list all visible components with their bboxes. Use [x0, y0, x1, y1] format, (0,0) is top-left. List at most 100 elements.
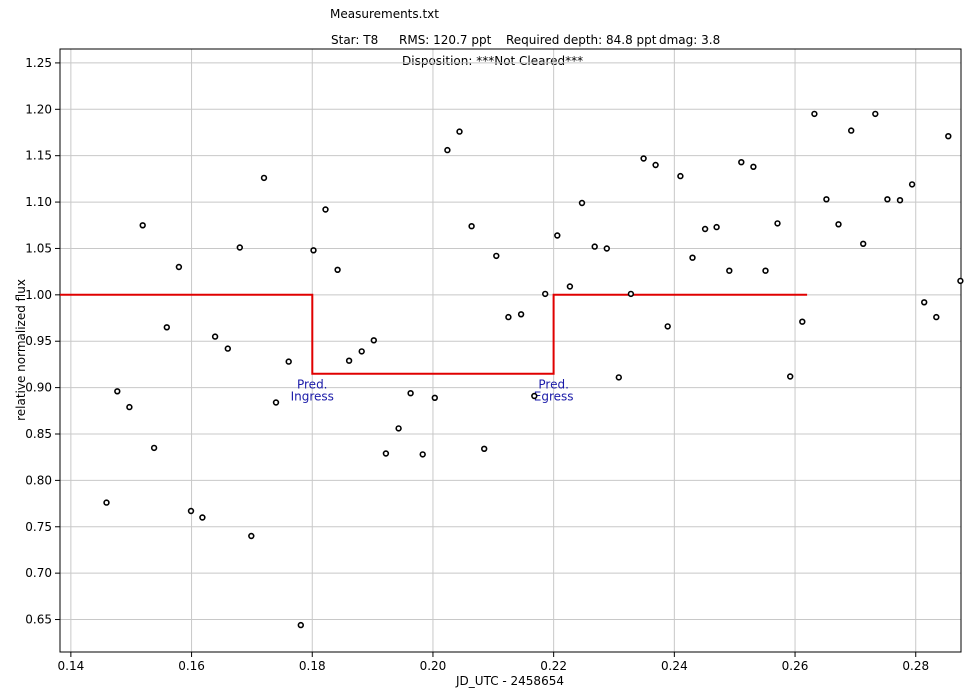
- data-point: [395, 425, 402, 432]
- y-tick-label: 1.15: [25, 149, 52, 163]
- data-point: [407, 390, 414, 397]
- data-point: [762, 267, 769, 274]
- data-point: [786, 373, 794, 380]
- data-point: [468, 223, 475, 230]
- data-point: [578, 199, 586, 207]
- data-point: [444, 146, 451, 154]
- data-point: [884, 196, 891, 203]
- data-point: [163, 324, 171, 331]
- data-point: [285, 358, 292, 365]
- y-tick-label: 0.85: [25, 427, 52, 441]
- model-line: [60, 293, 808, 375]
- y-tick-label: 0.65: [25, 613, 52, 627]
- data-point: [823, 196, 830, 203]
- y-tick-label: 0.95: [25, 334, 52, 348]
- axis-ticks: 0.14 0.16 0.18 0.20 0.22 0.24 0.26 0.28 0.65 0.70…: [25, 56, 929, 673]
- data-point: [382, 450, 390, 457]
- file-title: Measurements.txt: [330, 7, 439, 21]
- data-point: [615, 374, 622, 381]
- x-tick-label: 0.24: [661, 659, 688, 673]
- data-point: [664, 323, 671, 330]
- data-point: [175, 263, 183, 271]
- y-tick-label: 1.20: [25, 102, 52, 116]
- data-point: [603, 245, 610, 252]
- data-point: [713, 223, 720, 231]
- data-point: [126, 403, 133, 411]
- plot-frame: [59, 48, 962, 653]
- data-point: [103, 499, 110, 506]
- data-point: [114, 388, 121, 395]
- grid: [60, 49, 961, 652]
- data-point: [957, 277, 964, 285]
- egress-label: Egress: [534, 390, 574, 404]
- y-tick-label: 0.75: [25, 520, 52, 534]
- data-point: [297, 621, 304, 629]
- data-point: [419, 451, 426, 458]
- data-point: [554, 232, 561, 239]
- data-point: [493, 252, 500, 260]
- data-point: [811, 110, 818, 118]
- data-point: [726, 267, 733, 274]
- disposition-label: Disposition: ***Not Cleared***: [402, 54, 584, 68]
- data-point: [505, 313, 512, 321]
- rms-label: RMS: 120.7 ppt: [399, 33, 492, 47]
- dmag-label: dmag: 3.8: [659, 33, 721, 47]
- x-axis-title: JD_UTC - 2458654: [455, 674, 564, 688]
- x-tick-label: 0.26: [782, 659, 809, 673]
- data-point: [872, 110, 879, 118]
- data-point: [150, 444, 158, 452]
- star-label: Star: T8: [331, 33, 379, 47]
- data-point: [920, 299, 928, 306]
- data-point: [456, 128, 463, 135]
- data-point: [334, 266, 341, 273]
- x-tick-label: 0.22: [540, 659, 567, 673]
- y-tick-label: 0.90: [25, 381, 52, 395]
- data-point: [591, 243, 598, 250]
- x-tick-label: 0.16: [178, 659, 205, 673]
- data-point: [627, 290, 635, 298]
- data-point: [358, 348, 365, 355]
- data-point: [933, 313, 940, 321]
- data-point: [689, 254, 696, 261]
- data-point: [738, 159, 745, 166]
- egress-label: Pred.: [538, 378, 569, 392]
- data-point: [701, 225, 709, 233]
- data-point: [531, 392, 538, 400]
- data-point: [652, 161, 659, 169]
- data-point: [199, 514, 206, 521]
- ingress-label: Pred.: [297, 378, 328, 392]
- transit-model: [60, 293, 808, 375]
- y-tick-label: 1.10: [25, 195, 52, 209]
- data-point: [908, 181, 916, 188]
- data-point: [248, 532, 255, 540]
- data-point: [272, 399, 280, 406]
- data-points: [103, 110, 964, 629]
- data-point: [945, 133, 952, 140]
- data-point: [799, 318, 806, 325]
- x-tick-label: 0.18: [299, 659, 326, 673]
- y-tick-label: 1.00: [25, 288, 52, 302]
- data-point: [541, 290, 549, 298]
- y-axis-title: relative normalized flux: [14, 279, 28, 421]
- data-point: [774, 220, 781, 227]
- data-point: [345, 357, 353, 364]
- data-point: [835, 221, 842, 228]
- y-tick-label: 1.25: [25, 56, 52, 70]
- data-point: [224, 345, 232, 352]
- data-point: [187, 507, 195, 515]
- data-point: [847, 127, 855, 134]
- depth-label: Required depth: 84.8 ppt: [506, 33, 657, 47]
- data-point: [859, 240, 867, 248]
- data-point: [566, 283, 574, 290]
- data-point: [211, 333, 219, 340]
- y-tick-label: 0.80: [25, 473, 52, 487]
- data-point: [322, 206, 329, 213]
- data-point: [896, 197, 904, 204]
- x-tick-label: 0.28: [902, 659, 929, 673]
- data-point: [677, 172, 684, 180]
- data-point: [750, 163, 757, 171]
- y-tick-label: 1.05: [25, 241, 52, 255]
- data-point: [139, 222, 146, 229]
- x-tick-label: 0.20: [420, 659, 447, 673]
